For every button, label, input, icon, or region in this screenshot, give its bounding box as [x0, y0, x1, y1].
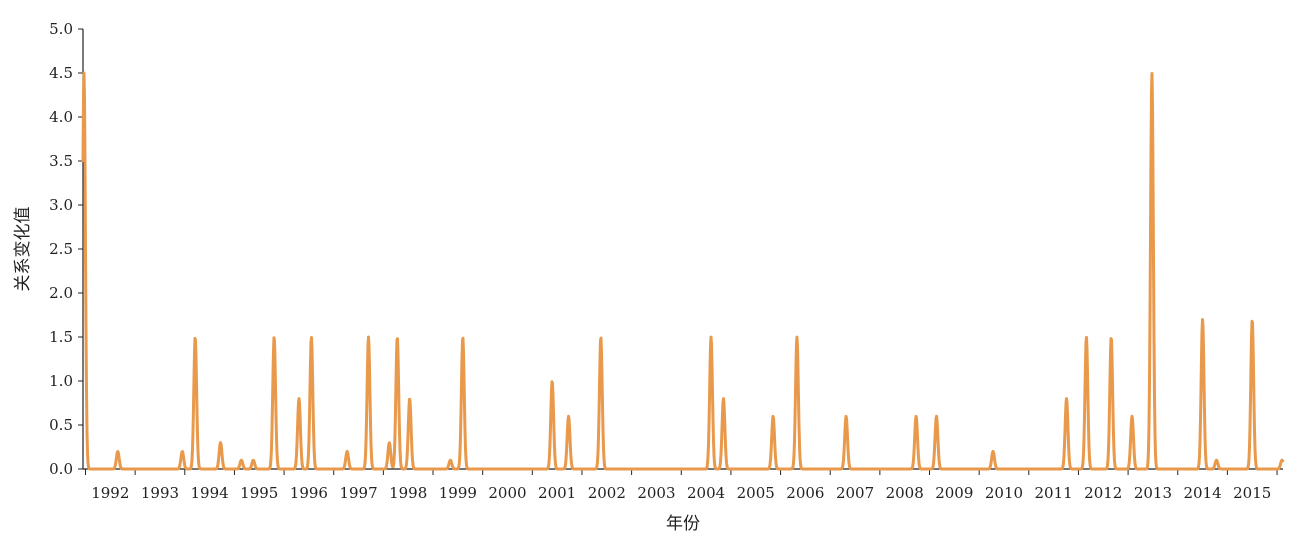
y-axis-ticks: 0.0 0.5 1.0 1.5 2.0 2.5 3.0 3.5 4.0 4.5 5.0 [49, 20, 83, 478]
x-tick-label: 2004 [687, 484, 725, 502]
y-tick-label: 2.0 [49, 284, 73, 302]
y-tick-label: 4.0 [49, 108, 73, 126]
x-tick-label: 2015 [1233, 484, 1271, 502]
y-tick-label: 1.5 [49, 328, 73, 346]
x-tick-label: 2001 [538, 484, 576, 502]
x-tick-label: 1993 [141, 484, 179, 502]
x-tick-label: 2008 [886, 484, 924, 502]
x-tick-label: 1996 [290, 484, 328, 502]
x-tick-label: 1997 [339, 484, 377, 502]
x-tick-label: 2003 [637, 484, 675, 502]
y-tick-label: 3.0 [49, 196, 73, 214]
x-tick-label: 2000 [488, 484, 526, 502]
x-axis-ticks: 1992 1993 1994 1995 1996 1997 1998 1999 2000 2001… [84, 469, 1278, 502]
y-tick-label: 2.5 [49, 240, 73, 258]
x-tick-label: 2006 [786, 484, 824, 502]
x-tick-label: 1999 [439, 484, 477, 502]
y-tick-label: 0.0 [49, 460, 73, 478]
x-tick-label: 2011 [1035, 484, 1073, 502]
x-tick-label: 2007 [836, 484, 874, 502]
x-tick-label: 1998 [389, 484, 427, 502]
y-tick-label: 4.5 [49, 64, 73, 82]
y-axis-title: 关系变化值 [13, 207, 33, 292]
series-line [81, 71, 1285, 471]
x-tick-label: 2014 [1183, 484, 1221, 502]
x-tick-label: 2013 [1134, 484, 1172, 502]
y-tick-label: 5.0 [49, 20, 73, 38]
x-tick-label: 1992 [91, 484, 129, 502]
x-tick-label: 2010 [985, 484, 1023, 502]
x-tick-label: 2005 [737, 484, 775, 502]
y-tick-label: 0.5 [49, 416, 73, 434]
x-axis-title: 年份 [666, 514, 700, 534]
x-tick-label: 2002 [588, 484, 626, 502]
x-tick-label: 1994 [191, 484, 229, 502]
y-tick-label: 3.5 [49, 152, 73, 170]
x-tick-label: 2009 [935, 484, 973, 502]
y-tick-label: 1.0 [49, 372, 73, 390]
x-tick-label: 1995 [240, 484, 278, 502]
x-tick-label: 2012 [1084, 484, 1122, 502]
